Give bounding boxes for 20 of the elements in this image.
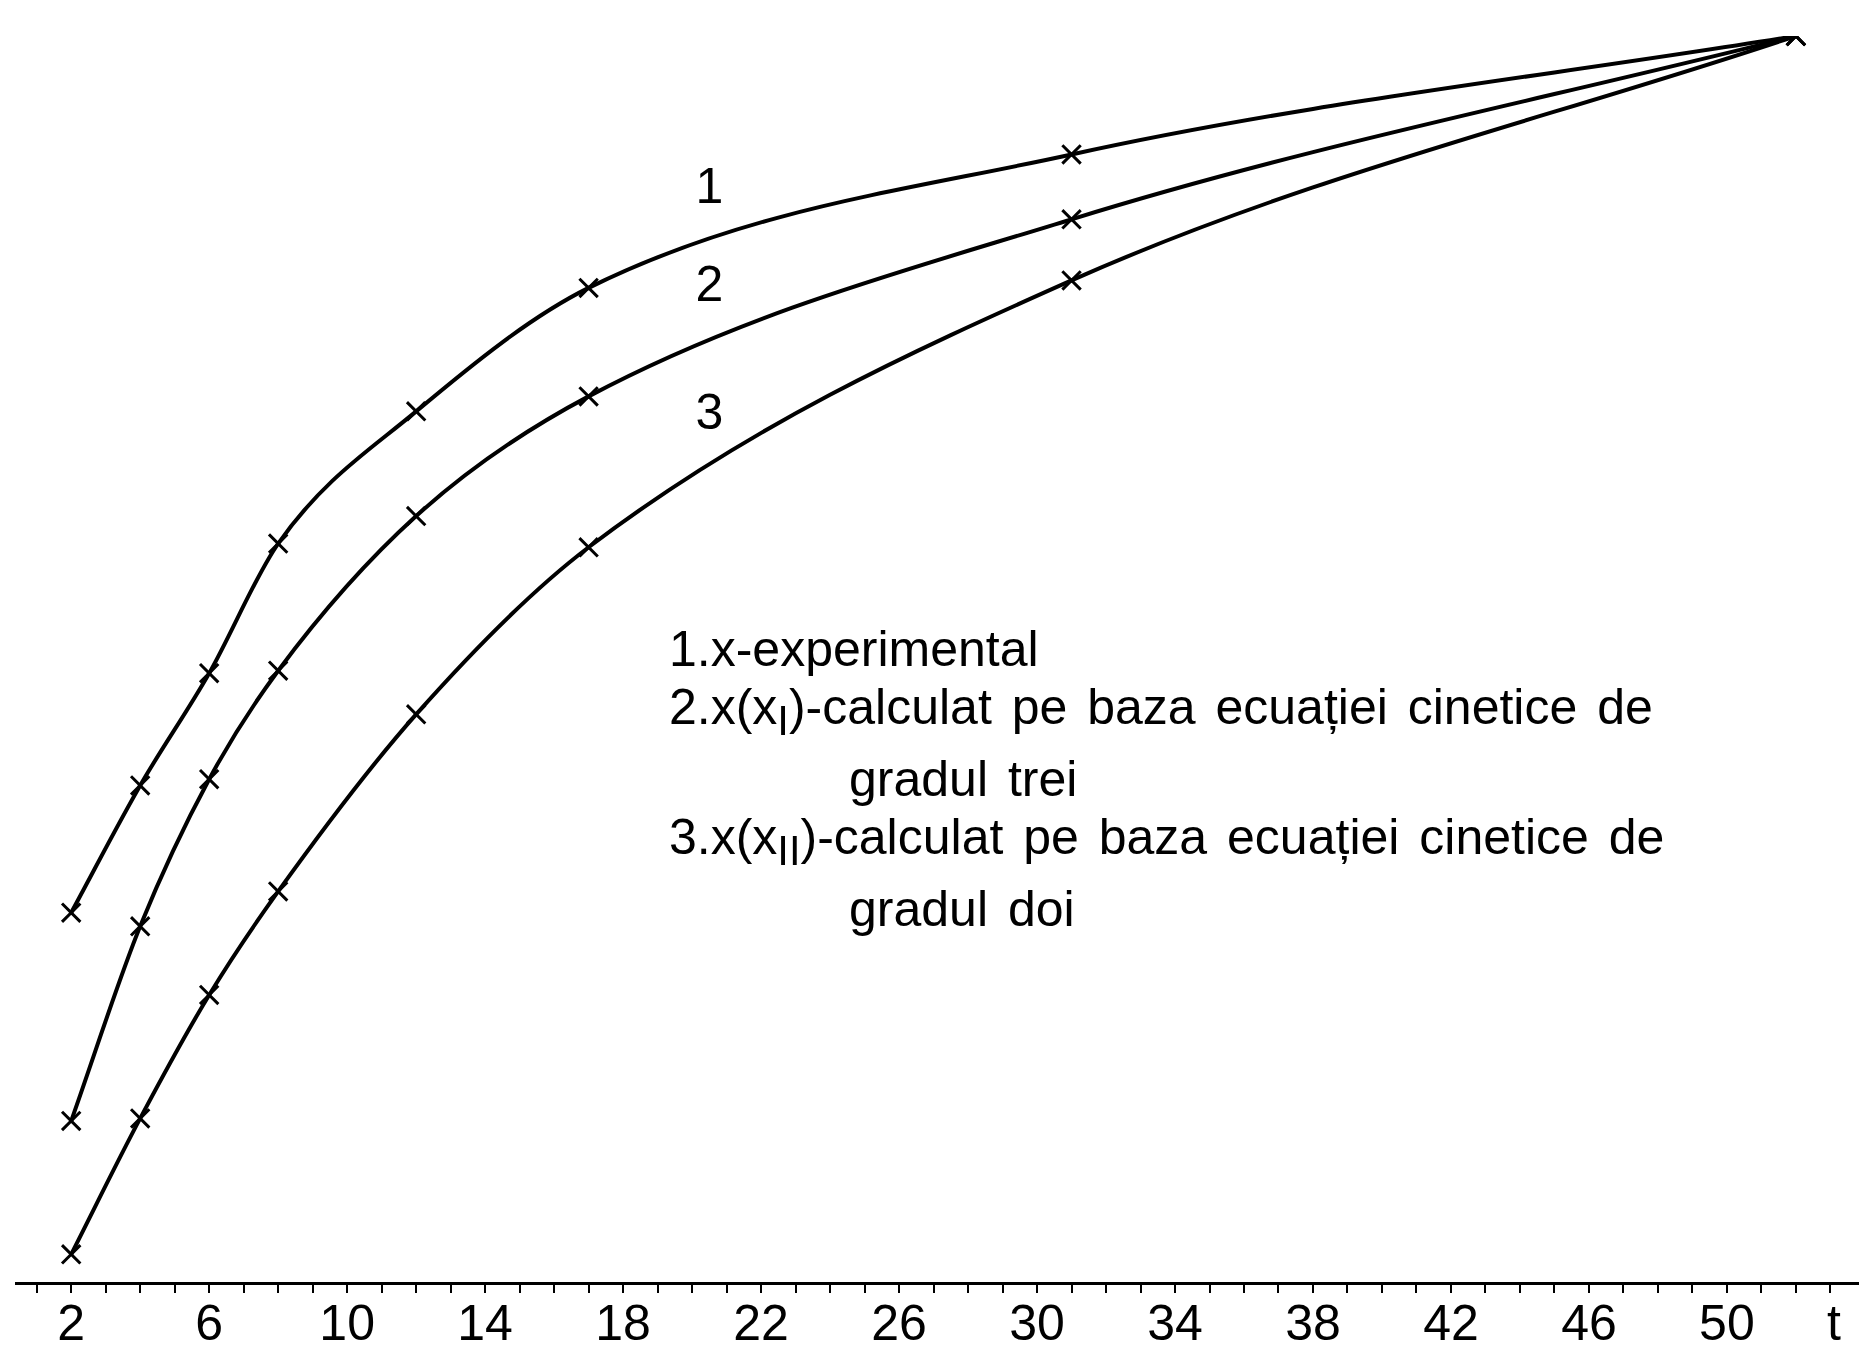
series-label: 2 [695, 255, 724, 312]
x-tick-label: 10 [319, 1294, 375, 1351]
x-tick-label: 2 [57, 1294, 86, 1351]
x-axis-title: t [1827, 1294, 1842, 1351]
x-tick-label: 26 [871, 1294, 927, 1351]
annotation: 2.x(x$_{I}$)-calculat pe baza ecuației cinetice de gradul trei [669, 678, 1654, 808]
x-tick-label: 38 [1285, 1294, 1341, 1351]
x-tick-label: 42 [1423, 1294, 1479, 1351]
series-label: 1 [695, 158, 724, 215]
annotation: 3.x(x$_{II}$)-calculat pe baza ecuației cinetice de gradul doi [669, 808, 1666, 938]
x-tick-label: 34 [1147, 1294, 1203, 1351]
series-label: 3 [695, 384, 724, 441]
x-tick-label: 50 [1699, 1294, 1755, 1351]
x-tick-label: 6 [195, 1294, 224, 1351]
x-tick-label: 18 [595, 1294, 651, 1351]
x-tick-label: 14 [457, 1294, 513, 1351]
x-tick-label: 46 [1561, 1294, 1617, 1351]
x-tick-label: 22 [733, 1294, 789, 1351]
x-tick-label: 30 [1009, 1294, 1065, 1351]
annotation: 1.x-experimental [669, 620, 1040, 678]
